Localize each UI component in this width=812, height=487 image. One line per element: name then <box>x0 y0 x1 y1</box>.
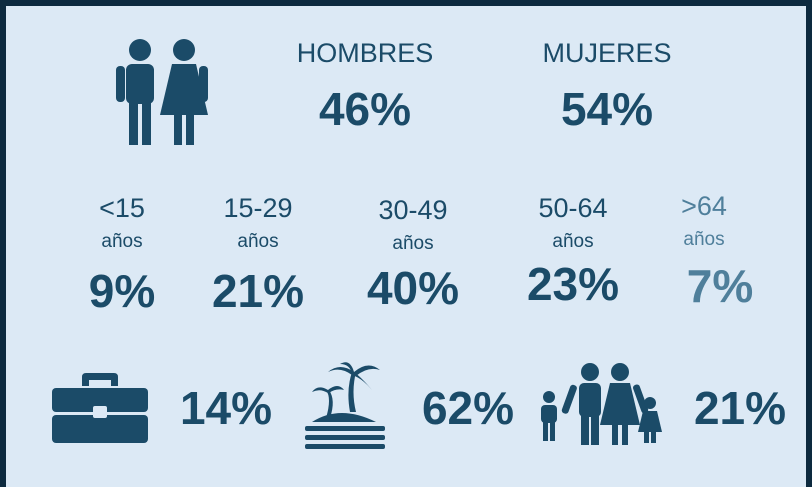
age-value: 40% <box>367 262 459 314</box>
age-value: 23% <box>527 258 619 310</box>
family-icon <box>541 363 662 445</box>
age-range: 50-64 <box>538 193 607 223</box>
gender-label: MUJERES <box>542 38 671 68</box>
age-range: 30-49 <box>378 195 447 225</box>
age-unit: años <box>552 231 593 252</box>
age-unit: años <box>392 233 433 254</box>
age-value: 9% <box>89 265 155 317</box>
age-range: 15-29 <box>223 193 292 223</box>
age-range: <15 <box>99 193 145 223</box>
gender-label: HOMBRES <box>297 38 434 68</box>
age-unit: años <box>237 231 278 252</box>
age-value: 7% <box>687 260 753 312</box>
age-value: 21% <box>212 265 304 317</box>
gender-value: 54% <box>561 83 653 135</box>
age-range: >64 <box>681 191 727 221</box>
age-unit: años <box>683 229 724 250</box>
activity-value: 62% <box>422 382 514 434</box>
activity-value: 21% <box>694 382 786 434</box>
couple-icon <box>116 39 208 145</box>
activity-value: 14% <box>180 382 272 434</box>
gender-value: 46% <box>319 83 411 135</box>
island-icon <box>305 362 385 449</box>
briefcase-icon <box>52 373 148 443</box>
age-unit: años <box>101 231 142 252</box>
